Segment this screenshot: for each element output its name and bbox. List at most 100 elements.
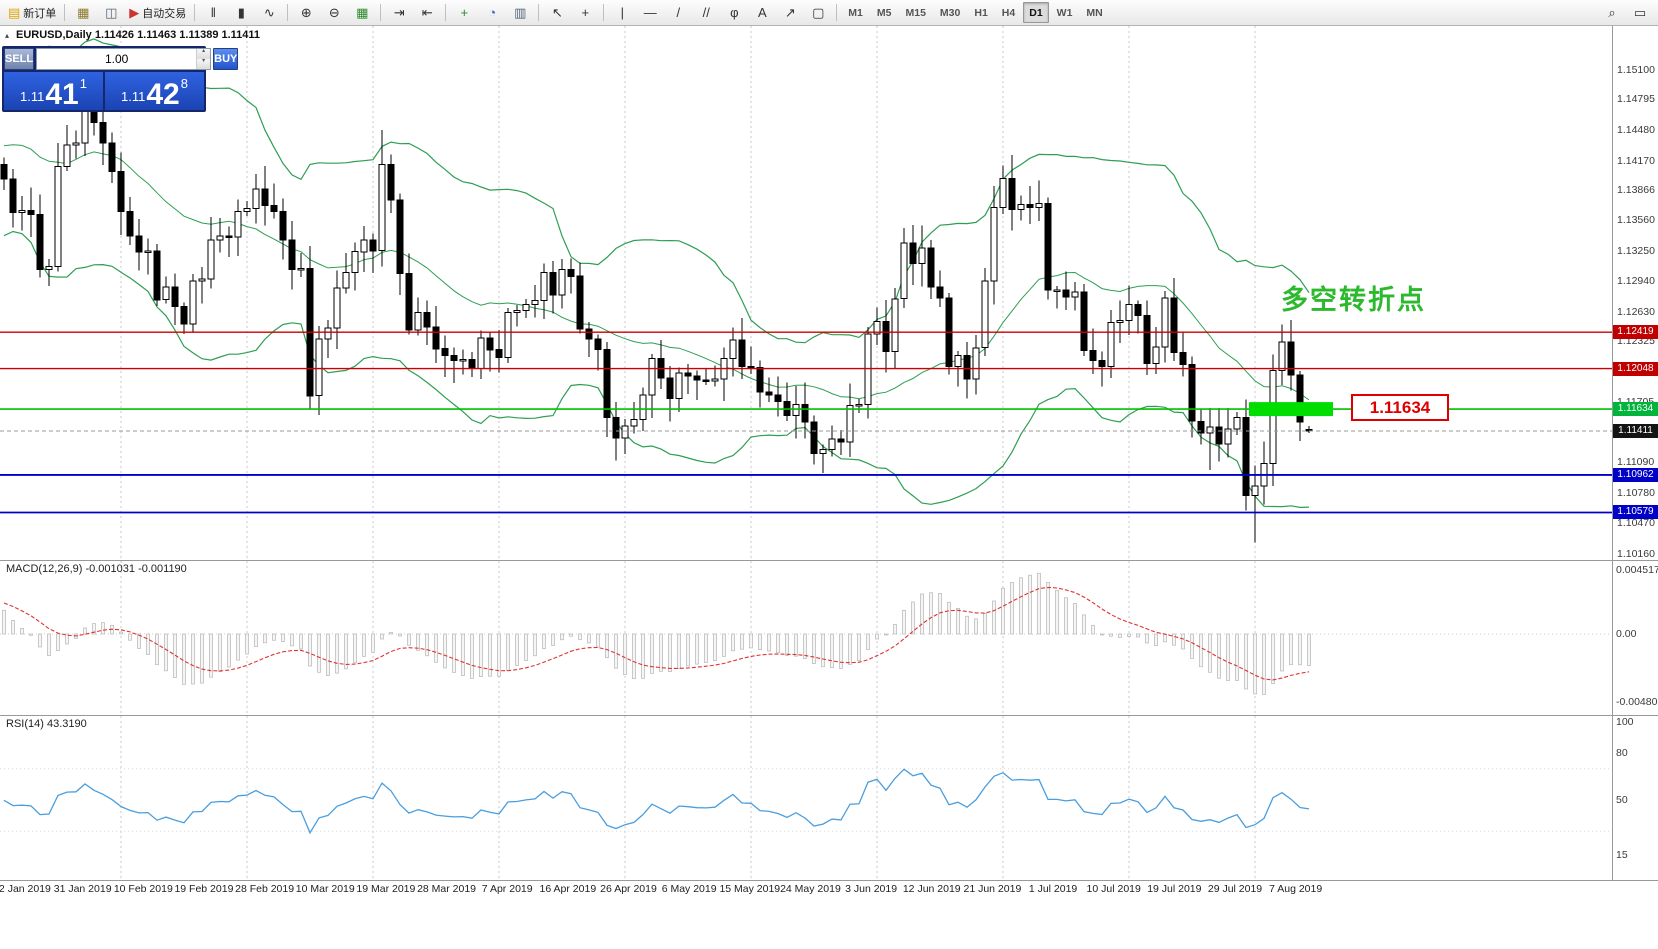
macd-signal-line	[3, 586, 1310, 681]
text-icon: A	[757, 5, 767, 20]
arrow-button[interactable]: ↗	[776, 2, 804, 24]
candlestick-chart-button[interactable]: ▮	[227, 2, 255, 24]
grid-lines	[120, 26, 1256, 880]
price-axis-label: 1.13866	[1617, 184, 1655, 197]
date-axis-label: 7 Aug 2019	[1269, 883, 1323, 895]
price-axis-label: 1.10470	[1617, 517, 1655, 530]
autotrade-button[interactable]: ▶ 自动交易	[125, 2, 190, 24]
timeframe-d1-button[interactable]: D1	[1023, 2, 1049, 23]
price-axis-label: 1.15100	[1617, 63, 1655, 76]
zoom-in-button[interactable]: ⊕	[292, 2, 320, 24]
cursor-button[interactable]: ↖	[543, 2, 571, 24]
date-axis-label: 7 Apr 2019	[481, 883, 533, 895]
line-chart-button[interactable]: ∿	[255, 2, 283, 24]
date-axis-label: 28 Feb 2019	[235, 883, 295, 895]
price-axis-label: 1.13250	[1617, 244, 1655, 257]
chart-canvas[interactable]	[0, 26, 1612, 880]
price-axis-badge: 1.12048	[1613, 361, 1658, 376]
tile-windows-button[interactable]: ▦	[348, 2, 376, 24]
sell-price-pips: 41	[45, 77, 79, 111]
templates-icon: ▥	[514, 5, 527, 20]
volume-input[interactable]	[37, 49, 197, 69]
price-axis-label: 1.14170	[1617, 154, 1655, 167]
highlight-zone[interactable]	[1249, 402, 1333, 417]
price-axis-label: 1.14480	[1617, 124, 1655, 137]
bollinger-lower-line	[3, 230, 1310, 509]
volume-stepper[interactable]: ▴ ▾	[36, 48, 212, 70]
candlestick-chart-icon: ▮	[237, 5, 245, 20]
price-axis-badge: 1.10579	[1613, 505, 1658, 520]
timeframe-m1-button[interactable]: M1	[848, 6, 863, 19]
auto-scroll-icon: ⇥	[393, 5, 405, 20]
price-axis-badge: 1.11634	[1613, 402, 1658, 417]
timeframe-w1-button[interactable]: W1	[1056, 6, 1073, 19]
sell-price-point: 1	[79, 76, 87, 91]
sell-button[interactable]: SELL	[4, 48, 35, 70]
profiles-button[interactable]: ◫	[97, 2, 125, 24]
date-axis-label: 29 Jul 2019	[1207, 883, 1263, 895]
vertical-line-button[interactable]: |	[608, 2, 636, 24]
auto-scroll-button[interactable]: ⇥	[385, 2, 413, 24]
date-axis-label: 24 May 2019	[780, 883, 841, 895]
date-axis-label: 22 Jan 2019	[0, 883, 51, 895]
date-axis-label: 15 May 2019	[719, 883, 781, 895]
chart-window-icon: ▦	[77, 5, 90, 20]
terminal-button[interactable]: ▭	[1626, 2, 1654, 24]
toolbar-separator	[380, 4, 382, 21]
macd-axis-label: 0.00	[1616, 628, 1637, 640]
date-axis-label: 12 Jun 2019	[902, 883, 961, 895]
indicators-button[interactable]: +	[450, 2, 478, 24]
templates-button[interactable]: ▥	[506, 2, 534, 24]
rsi-axis-label: 80	[1616, 747, 1628, 760]
trendline-button[interactable]: /	[664, 2, 692, 24]
timeframe-mn-button[interactable]: MN	[1086, 6, 1103, 19]
chart-window-button[interactable]: ▦	[69, 2, 97, 24]
new-order-button[interactable]: ▤ 新订单	[4, 2, 60, 24]
search-icon: ⌕	[1608, 5, 1616, 20]
crosshair-button[interactable]: +	[571, 2, 599, 24]
vertical-line-icon: |	[620, 5, 624, 20]
chart-shift-icon: ⇤	[421, 5, 433, 20]
text-button[interactable]: A	[748, 2, 776, 24]
chart-shift-button[interactable]: ⇤	[413, 2, 441, 24]
profiles-icon: ◫	[105, 5, 118, 20]
main-toolbar: ▤ 新订单 ▦ ◫ ▶ 自动交易 ‖ ▮ ∿ ⊕ ⊖ ▦ ⇥ ⇤ + ◔ ▥ ↖ + | — ///φ A ↗ ▢ M1 M5 M15…	[0, 0, 1658, 26]
chart-annotation-text: 多空转折点	[1281, 285, 1426, 315]
price-axis-badge: 1.12419	[1613, 325, 1658, 340]
volume-increase-button[interactable]: ▴	[197, 48, 211, 59]
sell-price[interactable]: 1.11 41 1	[4, 72, 103, 110]
indicators-icon: +	[460, 5, 469, 20]
timeframe-h1-button[interactable]: H1	[974, 6, 988, 19]
fibonacci-icon: φ	[730, 5, 739, 20]
timeframe-h4-button[interactable]: H4	[1001, 6, 1016, 19]
date-axis-label: 10 Mar 2019	[295, 883, 355, 895]
bollinger-upper-line	[3, 38, 1310, 344]
chart-collapse-icon[interactable]: ▴	[5, 31, 10, 40]
zoom-out-button[interactable]: ⊖	[320, 2, 348, 24]
channel-button[interactable]: //	[692, 2, 720, 24]
date-axis-label: 10 Jul 2019	[1086, 883, 1141, 895]
timeframe-m15-button[interactable]: M15	[905, 6, 926, 19]
line-chart-icon: ∿	[263, 5, 275, 20]
trendline-icon: /	[676, 5, 681, 20]
buy-button[interactable]: BUY	[213, 48, 239, 70]
search-button[interactable]: ⌕	[1598, 2, 1626, 24]
bar-chart-button[interactable]: ‖	[199, 2, 227, 24]
timeframe-m5-button[interactable]: M5	[876, 6, 892, 19]
toolbar-separator	[603, 4, 605, 21]
fibonacci-button[interactable]: φ	[720, 2, 748, 24]
horizontal-line-button[interactable]: —	[636, 2, 664, 24]
buy-price[interactable]: 1.11 42 8	[105, 72, 204, 110]
level-price-label[interactable]: 1.11634	[1351, 394, 1449, 421]
periods-button[interactable]: ◔	[478, 2, 506, 24]
date-axis-label: 26 Apr 2019	[600, 883, 657, 895]
date-axis-label: 16 Apr 2019	[539, 883, 597, 895]
rsi-indicator-header: RSI(14) 43.3190	[6, 718, 87, 730]
timeframe-m30-button[interactable]: M30	[939, 6, 961, 19]
rsi-line	[3, 768, 1310, 835]
volume-decrease-button[interactable]: ▾	[197, 58, 211, 69]
shapes-button[interactable]: ▢	[804, 2, 832, 24]
bollinger-bands	[3, 38, 1310, 509]
